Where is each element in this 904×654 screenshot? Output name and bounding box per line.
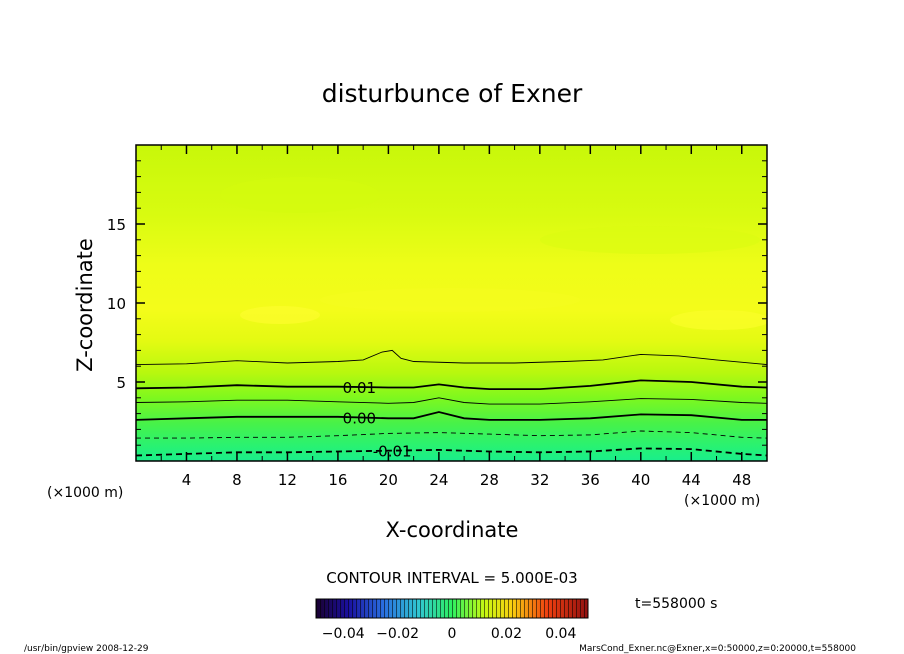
contour-label: 0.00	[343, 409, 376, 427]
colorbar-tick-label: −0.04	[322, 626, 365, 642]
x-tick-label: 40	[631, 471, 650, 489]
contour-line	[136, 430, 767, 439]
colorbar-tick-label: −0.02	[376, 626, 419, 642]
colorbar: −0.04 −0.02 0 0.02 0.04	[315, 598, 589, 642]
y-axis: 5 10 15	[107, 160, 767, 446]
chart-title: disturbunce of Exner	[322, 79, 583, 108]
x-unit-right: (×1000 m)	[684, 493, 760, 509]
x-unit-left: (×1000 m)	[47, 485, 123, 501]
time-label: t=558000 s	[635, 596, 717, 612]
footer-right: MarsCond_Exner.nc@Exner,x=0:50000,z=0:20…	[579, 644, 856, 654]
contour-line	[136, 397, 767, 405]
x-tick-label: 44	[682, 471, 701, 489]
x-tick-label: 12	[278, 471, 297, 489]
x-tick-label: 48	[732, 471, 751, 489]
contour-label: 0.01	[343, 379, 376, 397]
x-tick-label: 4	[182, 471, 192, 489]
footer-left: /usr/bin/gpview 2008-12-29	[24, 644, 149, 654]
x-tick-label: 8	[232, 471, 242, 489]
x-tick-label: 20	[379, 471, 398, 489]
contour-interval: CONTOUR INTERVAL = 5.000E-03	[326, 569, 577, 587]
field-shading	[220, 177, 767, 330]
colorbar-tick-label: 0.04	[545, 626, 576, 642]
contour-line	[136, 411, 767, 421]
x-tick-label: 28	[480, 471, 499, 489]
contour-labels: -0.01 0.00 0.01	[343, 379, 412, 461]
contour-label: -0.01	[373, 443, 412, 461]
x-tick-label: 24	[429, 471, 448, 489]
x-tick-label: 36	[581, 471, 600, 489]
contour-line	[136, 349, 767, 366]
x-axis: 4 8 12 16 20 24 28 32 36 40 44 48	[160, 145, 751, 489]
x-tick-label: 32	[530, 471, 549, 489]
contour-line	[136, 379, 767, 391]
colorbar-tick-label: 0	[448, 626, 457, 642]
y-tick-label: 10	[107, 295, 126, 313]
x-tick-label: 16	[328, 471, 347, 489]
colorbar-ticks: −0.04 −0.02 0 0.02 0.04	[322, 626, 577, 642]
colorbar-tick-label: 0.02	[491, 626, 522, 642]
y-axis-label: Z-coordinate	[73, 238, 97, 372]
contour-lines	[136, 349, 767, 457]
y-tick-label: 15	[107, 216, 126, 234]
y-tick-label: 5	[116, 374, 126, 392]
x-axis-label: X-coordinate	[386, 518, 519, 542]
